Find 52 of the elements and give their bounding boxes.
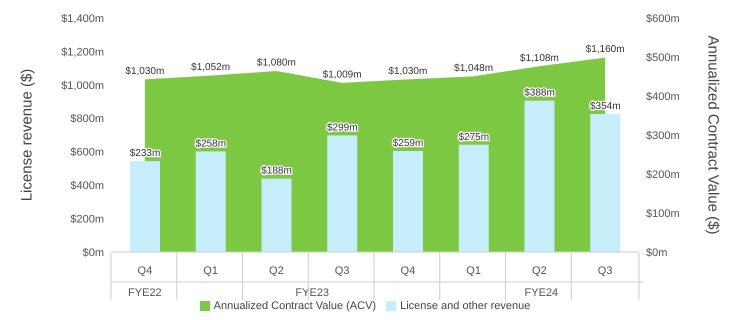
y-tick-label: $200m (70, 213, 104, 226)
data-label: $259m (392, 138, 424, 149)
x-tick-label: Q1 (203, 265, 218, 277)
data-label: $1,030m (388, 66, 428, 77)
y2-tick-label: $600m (646, 12, 680, 25)
y2-tick-label: $400m (646, 90, 680, 103)
y2-axis-title: Annualized Contract Value ($) (704, 36, 722, 235)
y-tick-label: $400m (70, 180, 104, 192)
bar (590, 114, 620, 252)
x-tick-label: Q2 (532, 265, 547, 277)
x-tick-label: Q3 (334, 265, 350, 277)
data-label: $388m (524, 88, 555, 99)
y-tick-label: $1,200m (61, 46, 104, 58)
bar (524, 100, 554, 252)
data-label: $1,080m (256, 57, 296, 68)
x-tick-label: Q4 (138, 265, 152, 277)
bar (196, 151, 226, 252)
x-tick-label: Q4 (400, 265, 416, 277)
x-tick-label: Q2 (269, 265, 284, 277)
data-label: $1,048m (454, 62, 494, 74)
y2-tick-label: $500m (646, 52, 680, 64)
legend-label: Annualized Contract Value (ACV) (214, 300, 376, 312)
data-label: $1,160m (586, 44, 625, 56)
y-tick-label: $600m (70, 146, 104, 159)
bar (458, 144, 489, 252)
y-tick-label: $800m (70, 113, 104, 126)
data-label: $258m (195, 138, 226, 150)
data-label: $275m (458, 132, 490, 143)
data-label: $188m (261, 166, 292, 177)
x-tick-label: Q3 (598, 265, 612, 277)
data-label: $1,052m (191, 62, 230, 74)
y2-tick-label: $100m (646, 208, 680, 220)
legend-label: License and other revenue (400, 300, 530, 312)
bar (327, 135, 358, 252)
data-label: $1,108m (520, 52, 559, 64)
data-label: $1,009m (322, 69, 362, 80)
bar (262, 178, 292, 252)
bar (130, 161, 160, 252)
bar (393, 150, 423, 252)
text: FYE22 (128, 287, 162, 299)
text: FYE23 (295, 287, 330, 299)
y-tick-label: $1,400m (61, 12, 104, 25)
data-label: $299m (326, 122, 358, 134)
x-tick-label: Q1 (466, 265, 481, 277)
y-tick-label: $1,000m (61, 80, 104, 92)
y2-tick-label: $0m (646, 246, 668, 259)
data-label: $1,030m (125, 66, 164, 77)
y2-tick-label: $300m (646, 130, 680, 142)
y-axis-title: License revenue ($) (18, 68, 36, 202)
text: FYE24 (524, 287, 558, 299)
y2-tick-label: $200m (646, 168, 680, 181)
y-tick-label: $0m (82, 246, 104, 259)
